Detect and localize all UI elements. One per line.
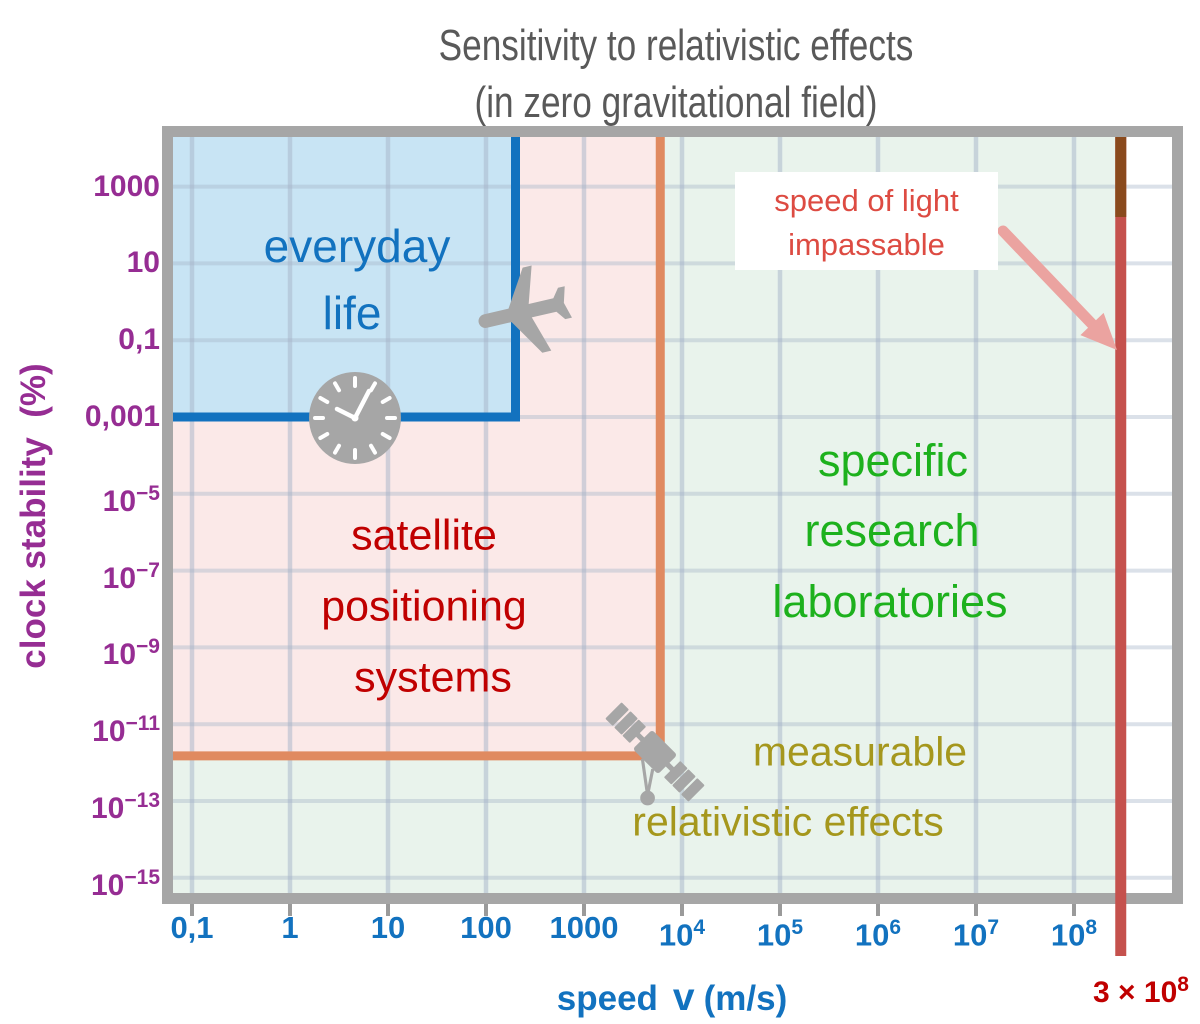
region-label-line: laboratories: [772, 576, 1008, 627]
region-label-line: positioning: [321, 582, 527, 631]
x-tick-label: 1000: [549, 910, 619, 945]
x-tick-label: 0,1: [170, 910, 214, 945]
speed-of-light-annotation-box: speed of light impassable: [735, 172, 998, 270]
x-axis-title-units: (m/s): [703, 979, 788, 1018]
region-everyday-life: [173, 137, 516, 417]
minute-hand: [352, 388, 372, 421]
solar-panel: [605, 702, 629, 726]
dish-strut: [640, 758, 650, 796]
region-label-line: specific: [817, 435, 969, 486]
y-tick-label: 10−5: [102, 481, 160, 518]
x-axis-title-word: speed: [556, 979, 658, 1018]
y-tick-label: 10−11: [92, 712, 160, 749]
x-tick-label: 106: [854, 916, 902, 953]
annotation-arrow: [997, 225, 1117, 350]
arrow-head: [1080, 312, 1117, 350]
clock-tick: [333, 381, 341, 393]
y-tick-label: 0,001: [84, 400, 160, 433]
satellite-body: [634, 731, 676, 773]
curve-asymptote-overlap: [1115, 137, 1127, 217]
y-tick-label: 1000: [93, 169, 160, 203]
satellite-icon: [605, 702, 705, 806]
chart-title-line1: Sensitivity to relativistic effects: [438, 21, 914, 70]
x-axis-title: speed v (m/s): [557, 976, 787, 1020]
clock-icon: [309, 372, 401, 464]
x-tick-label: 108: [1050, 916, 1098, 953]
region-label-line: research: [804, 505, 980, 556]
y-tick-label: 10−13: [91, 789, 160, 825]
clock-tick: [369, 381, 377, 393]
x-tick-label: 10: [370, 910, 406, 945]
y-tick-label: 10−15: [91, 865, 160, 902]
region-label-line: satellite: [351, 511, 497, 560]
solar-panel: [664, 761, 688, 785]
region-label-line: life: [322, 287, 382, 339]
x-tick-label: 105: [756, 916, 804, 953]
x-tick-label: 1: [281, 910, 299, 945]
y-tick-label: 0,1: [118, 323, 160, 357]
y-tick-label: 10−9: [102, 635, 160, 672]
clock-tick: [380, 396, 392, 404]
solar-panel: [672, 769, 696, 793]
y-axis-title: clock stability (%): [14, 363, 53, 669]
everyday-boundary-line: [173, 137, 521, 422]
x-axis-title-variable: v: [672, 976, 695, 1019]
x-tick-label: 107: [952, 916, 1000, 953]
clock-tick: [333, 443, 341, 455]
region-fills: [173, 137, 1172, 893]
gridlines: [173, 137, 1172, 893]
solar-panel: [614, 711, 638, 735]
clock-tick: [380, 432, 392, 440]
x-tick-label: 100: [460, 910, 512, 945]
y-tick-label: 10: [126, 246, 160, 280]
y-tick-label: 10−7: [102, 558, 160, 595]
clock-tick: [318, 396, 330, 404]
region-label-line: systems: [354, 653, 512, 702]
dish: [640, 790, 655, 806]
region-label-line: measurable: [752, 728, 968, 775]
airplane-icon: [478, 265, 572, 353]
region-label-line: everyday: [263, 220, 451, 272]
arrow-shaft: [997, 225, 1098, 330]
clock-tick: [318, 432, 330, 440]
speed-of-light-value-label: 3 × 108: [1093, 973, 1189, 1009]
solar-panel: [681, 778, 705, 802]
annotation-line: speed of light: [774, 183, 959, 218]
annotation-line: impassable: [788, 227, 945, 262]
region-label-line: relativistic effects: [632, 798, 944, 845]
clock-tick: [369, 443, 377, 455]
solar-panel: [622, 719, 646, 743]
plot-frame: [162, 126, 1183, 904]
x-tick-label: 104: [658, 916, 706, 953]
region-beyond-light-speed: [1120, 137, 1172, 893]
chart-title-line2: (in zero gravitational field): [474, 78, 878, 127]
